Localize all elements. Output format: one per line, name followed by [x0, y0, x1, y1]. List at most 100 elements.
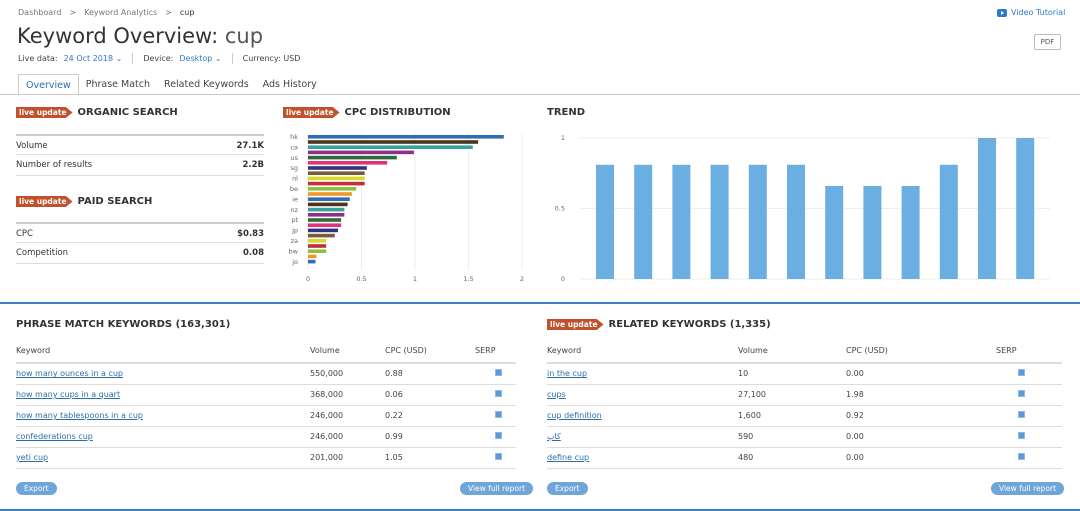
trend-bar	[825, 185, 844, 279]
cpc-bar	[308, 181, 365, 186]
title-keyword: cup	[224, 24, 264, 48]
keyword-link[interactable]: cup definition	[547, 411, 602, 420]
serp-icon[interactable]	[1018, 453, 1025, 460]
keyword-link[interactable]: cups	[547, 390, 566, 399]
paid-search-heading: live update PAID SEARCH	[16, 196, 152, 207]
serp-cell	[475, 447, 516, 469]
organic-search-heading: live update ORGANIC SEARCH	[16, 107, 178, 118]
serp-icon[interactable]	[495, 411, 502, 418]
date-selector[interactable]: 24 Oct 2018 ⌄	[64, 54, 123, 63]
trend-y-tick-label: 1	[561, 134, 565, 142]
date-value: 24 Oct 2018	[63, 54, 114, 63]
serp-icon[interactable]	[1018, 390, 1025, 397]
serp-icon[interactable]	[495, 432, 502, 439]
cpc-bar	[308, 228, 338, 233]
page-title: Keyword Overview: cup	[17, 24, 263, 48]
row-label: Volume	[16, 141, 48, 151]
serp-icon[interactable]	[495, 453, 502, 460]
tab-related-keywords[interactable]: Related Keywords	[164, 79, 249, 90]
currency: Currency: USD	[242, 54, 301, 63]
trend-bar	[596, 164, 614, 279]
cpc-country-label: ca	[290, 143, 298, 151]
tab-ads-history[interactable]: Ads History	[262, 79, 317, 90]
cpc-country-label: bw	[289, 247, 299, 255]
charts-svg: 0 0.5 1 1.5 2 hk ca us sg nl be ie nz pt jp za bw jo 0 0.5 1	[289, 133, 1050, 283]
col-cpc: CPC (USD)	[385, 339, 475, 364]
cpc-cell: 0.06	[385, 384, 475, 406]
keyword-link[interactable]: in the cup	[547, 369, 588, 379]
serp-icon[interactable]	[495, 369, 502, 377]
table-row: how many tablespoons in a cup 246,000 0.22	[16, 405, 516, 427]
cpc-bar	[308, 192, 352, 196]
row-label: Number of results	[16, 160, 93, 170]
title-prefix: Keyword Overview:	[17, 24, 219, 48]
live-data-label: Live data:	[18, 54, 58, 63]
cpc-bar	[308, 244, 327, 248]
keyword-link[interactable]: yeti cup	[16, 453, 49, 462]
table-row: in the cup 10 0.00	[547, 363, 1062, 385]
video-tutorial-link[interactable]: Video Tutorial	[997, 8, 1065, 17]
row-value: $0.83	[237, 229, 264, 239]
phrase-export-button[interactable]: Export	[16, 482, 57, 495]
live-update-badge: live update	[283, 107, 340, 118]
related-export-button[interactable]: Export	[547, 482, 588, 495]
cpc-country-label: nl	[292, 175, 298, 183]
keyword-link[interactable]: how many tablespoons in a cup	[16, 411, 143, 420]
paid-title: PAID SEARCH	[77, 196, 153, 207]
cpc-country-label: us	[290, 154, 298, 162]
cpc-country-label: hk	[290, 133, 298, 141]
tabs: Overview Phrase Match Related Keywords A…	[18, 74, 324, 95]
row-label: CPC	[16, 229, 33, 239]
trend-bar	[748, 164, 767, 279]
cpc-bar	[308, 213, 345, 217]
cpc-country-label: za	[291, 237, 298, 245]
volume-cell: 480	[738, 447, 846, 469]
keyword-cell: cup definition	[547, 405, 738, 427]
col-keyword: Keyword	[16, 339, 310, 364]
keyword-link[interactable]: define cup	[547, 453, 590, 462]
serp-icon[interactable]	[1018, 369, 1025, 377]
volume-cell: 27,100	[738, 384, 846, 406]
trend-bar	[710, 164, 729, 279]
keyword-link[interactable]: confederations cup	[16, 432, 93, 441]
breadcrumb-keyword-analytics[interactable]: Keyword Analytics	[84, 8, 158, 17]
organic-table: Volume 27.1K Number of results 2.2B	[16, 134, 264, 176]
table-row: کاپ 590 0.00	[547, 426, 1062, 448]
serp-icon[interactable]	[1018, 411, 1025, 418]
cpc-cell: 0.00	[846, 363, 996, 385]
trend-bar	[634, 164, 653, 279]
device-selector[interactable]: Desktop ⌄	[179, 54, 221, 63]
table-row: confederations cup 246,000 0.99	[16, 426, 516, 448]
keyword-link[interactable]: how many ounces in a cup	[16, 369, 123, 379]
cpc-bar	[308, 207, 345, 212]
paid-row-competition: Competition 0.08	[16, 243, 264, 264]
table-row: cups 27,100 1.98	[547, 384, 1062, 406]
serp-icon[interactable]	[1018, 432, 1025, 439]
section-divider	[0, 302, 1080, 304]
cpc-cell: 0.00	[846, 447, 996, 469]
keyword-link[interactable]: how many cups in a quart	[16, 390, 121, 399]
related-keywords-heading: live update RELATED KEYWORDS (1,335)	[547, 319, 771, 330]
cpc-bar	[308, 150, 414, 155]
breadcrumb-dashboard[interactable]: Dashboard	[18, 8, 62, 17]
row-label: Competition	[16, 248, 69, 258]
cpc-country-label: jo	[291, 258, 298, 266]
related-view-full-report-button[interactable]: View full report	[991, 482, 1065, 495]
row-value: 2.2B	[242, 160, 264, 170]
breadcrumb: Dashboard > Keyword Analytics > cup	[18, 8, 194, 17]
cpc-bar	[308, 218, 342, 222]
tab-divider	[0, 94, 1080, 95]
volume-cell: 246,000	[310, 426, 385, 448]
paid-row-cpc: CPC $0.83	[16, 222, 264, 243]
phrase-view-full-report-button[interactable]: View full report	[460, 482, 534, 495]
cpc-cell: 0.99	[385, 426, 475, 448]
cpc-bar	[308, 135, 504, 139]
cpc-country-label: sg	[290, 164, 298, 172]
pdf-button[interactable]: PDF	[1034, 34, 1061, 50]
serp-icon[interactable]	[495, 390, 502, 397]
tab-phrase-match[interactable]: Phrase Match	[85, 79, 151, 90]
related-keywords-table: Keyword Volume CPC (USD) SERP in the cup 10 0…	[547, 339, 1062, 469]
keyword-link[interactable]: کاپ	[547, 432, 561, 441]
serp-cell	[996, 363, 1062, 385]
table-header: Keyword Volume CPC (USD) SERP	[16, 339, 516, 364]
